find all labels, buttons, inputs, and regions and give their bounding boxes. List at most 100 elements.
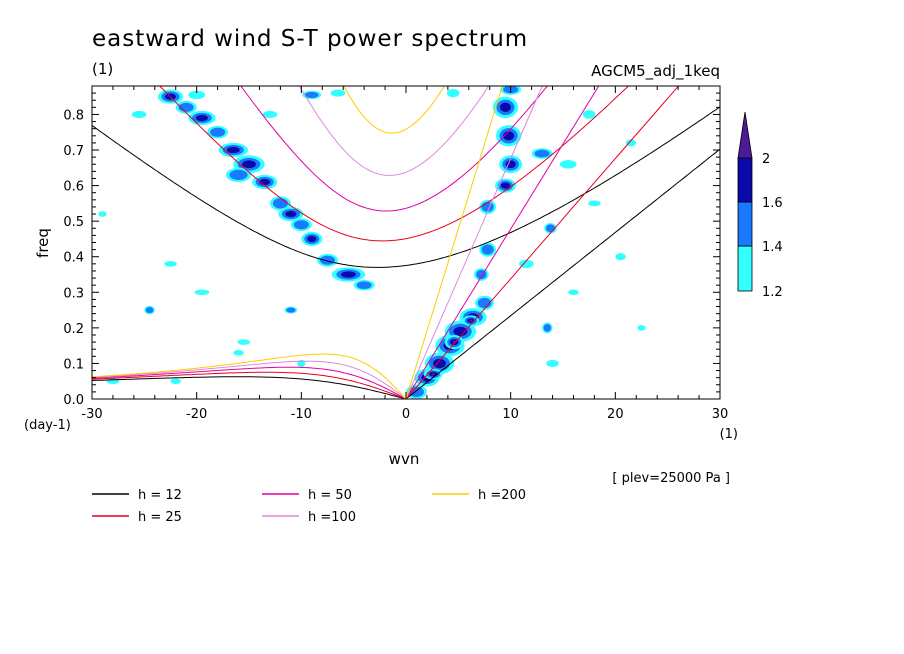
dispersion-rossby-h100 <box>92 360 407 399</box>
contour-blob-34-level-3 <box>453 326 468 337</box>
contour-blob-16-level-1 <box>131 110 147 119</box>
y-axis-unit: (day-1) <box>24 418 71 433</box>
colorbar-label: 1.4 <box>762 240 783 255</box>
contour-blob-23-level-1 <box>164 260 177 267</box>
contour-blob-29-level-1 <box>170 378 181 385</box>
x-tick-label: 20 <box>607 407 624 422</box>
dispersion-ig-h50 <box>240 86 548 212</box>
contour-blob-42-level-3 <box>505 160 516 169</box>
contour-blob-49-level-1 <box>559 159 577 169</box>
legend-label: h =100 <box>308 510 356 525</box>
contour-blob-60-level-1 <box>637 325 646 331</box>
contour-blob-37-level-4 <box>431 372 435 376</box>
dispersion-ig-h200 <box>343 86 445 134</box>
y-tick-label: 0.5 <box>63 215 84 230</box>
y-tick-label: 0.8 <box>63 108 84 123</box>
dispersion-kelvin-h50 <box>405 86 600 399</box>
dispersion-kelvin-h100 <box>405 86 543 399</box>
x-tick-label: -20 <box>186 407 207 422</box>
contour-blob-58-level-1 <box>446 88 460 98</box>
contour-blob-19-level-1 <box>330 89 346 97</box>
contour-blob-46-level-2 <box>481 244 494 255</box>
legend-label: h = 50 <box>308 488 352 503</box>
contour-blob-3-level-2 <box>210 127 226 137</box>
y-axis-label: freq <box>34 228 52 258</box>
colorbar-box-3 <box>737 157 753 203</box>
colorbar-label: 1.6 <box>762 196 783 211</box>
contour-blob-32-level-3 <box>433 358 446 369</box>
colorbar: 1.2 1.4 1.6 2 <box>737 111 783 300</box>
contour-blob-54-level-1 <box>588 200 601 207</box>
contour-blob-43-level-3 <box>500 182 511 189</box>
contour-blob-11-level-3 <box>307 235 317 243</box>
pressure-note: [ plev=25000 Pa ] <box>612 471 730 486</box>
contour-blob-17-level-1 <box>262 110 278 119</box>
contour-blob-51-level-1 <box>519 259 534 269</box>
contour-blob-9-level-3 <box>285 210 297 218</box>
dispersion-rossby-h25 <box>92 371 407 399</box>
legend: h = 12 h = 25 h = 50 h =100 h =200 <box>92 488 526 525</box>
contour-blob-18-level-2 <box>305 91 319 98</box>
contour-blob-25-level-1 <box>237 339 251 345</box>
colorbar-label: 1.2 <box>762 285 783 300</box>
colorbar-box-1 <box>737 245 753 292</box>
x-axis-unit: (1) <box>720 427 738 442</box>
y-tick-label: 0.6 <box>63 180 84 195</box>
dispersion-ig-h100 <box>298 86 490 176</box>
y-tick-label: 0.7 <box>63 144 84 159</box>
x-tick-label: 0 <box>402 407 410 422</box>
contour-blob-20-level-2 <box>145 307 154 314</box>
contour-blob-15-level-1 <box>188 90 206 100</box>
legend-label: h =200 <box>478 488 526 503</box>
contour-blob-2-level-3 <box>195 114 208 122</box>
colorbar-label: 2 <box>762 152 770 167</box>
x-tick-label: 10 <box>502 407 519 422</box>
contour-blob-40-level-3 <box>499 102 511 113</box>
legend-label: h = 12 <box>138 488 182 503</box>
contour-blob-24-level-1 <box>98 211 107 217</box>
contour-blob-4-level-3 <box>226 146 240 154</box>
contour-blob-53-level-1 <box>546 359 559 367</box>
chart-subtitle-right: AGCM5_adj_1keq <box>591 62 720 81</box>
contour-blob-26-level-1 <box>233 349 244 356</box>
contour-blob-39-level-4 <box>469 319 473 323</box>
contour-blob-22-level-1 <box>194 289 210 296</box>
dispersion-rossby-h200 <box>92 353 407 399</box>
dispersion-kelvin-h200 <box>405 86 503 399</box>
dispersion-rossby-h12 <box>92 376 407 399</box>
contour-blob-10-level-2 <box>293 220 309 230</box>
contour-blob-48-level-2 <box>534 149 550 158</box>
x-tick-label: -30 <box>81 407 102 422</box>
y-tick-label: 0.0 <box>63 393 84 408</box>
dispersion-ig-h25 <box>159 86 630 242</box>
y-axis-ticks: 0.0 0.1 0.2 0.3 0.4 0.5 0.6 0.7 0.8 <box>63 85 720 408</box>
y-tick-label: 0.3 <box>63 286 84 301</box>
chart-subtitle-left: (1) <box>92 60 113 78</box>
contour-blob-50-level-2 <box>545 224 555 233</box>
legend-label: h = 25 <box>138 510 182 525</box>
dispersion-kelvin-h12 <box>405 148 720 399</box>
contour-blob-41-level-3 <box>503 131 515 141</box>
dispersion-ig-h12 <box>92 106 720 268</box>
contour-blob-56-level-1 <box>582 110 596 119</box>
x-tick-label: -10 <box>291 407 312 422</box>
y-tick-label: 0.2 <box>63 322 84 337</box>
contour-blob-6-level-2 <box>229 169 248 181</box>
contour-blob-5-level-3 <box>242 160 256 169</box>
x-axis-ticks: -30 -20 -10 0 10 20 30 <box>81 86 728 422</box>
colorbar-box-2 <box>737 201 753 247</box>
colorbar-arrow <box>737 111 753 159</box>
dispersion-kelvin-h25 <box>405 86 680 399</box>
contour-blob-30-level-2 <box>408 386 425 398</box>
chart-title: eastward wind S-T power spectrum <box>92 26 528 52</box>
contour-blob-14-level-2 <box>356 281 372 290</box>
contour-blob-55-level-1 <box>615 253 626 261</box>
y-tick-label: 0.1 <box>63 357 84 372</box>
x-tick-label: 30 <box>712 407 729 422</box>
contour-blob-13-level-3 <box>341 271 356 278</box>
y-tick-label: 0.4 <box>63 251 84 266</box>
contour-blob-52-level-2 <box>543 324 552 332</box>
dispersion-rossby-h50 <box>92 366 407 399</box>
contour-blob-12-level-2 <box>319 255 336 265</box>
